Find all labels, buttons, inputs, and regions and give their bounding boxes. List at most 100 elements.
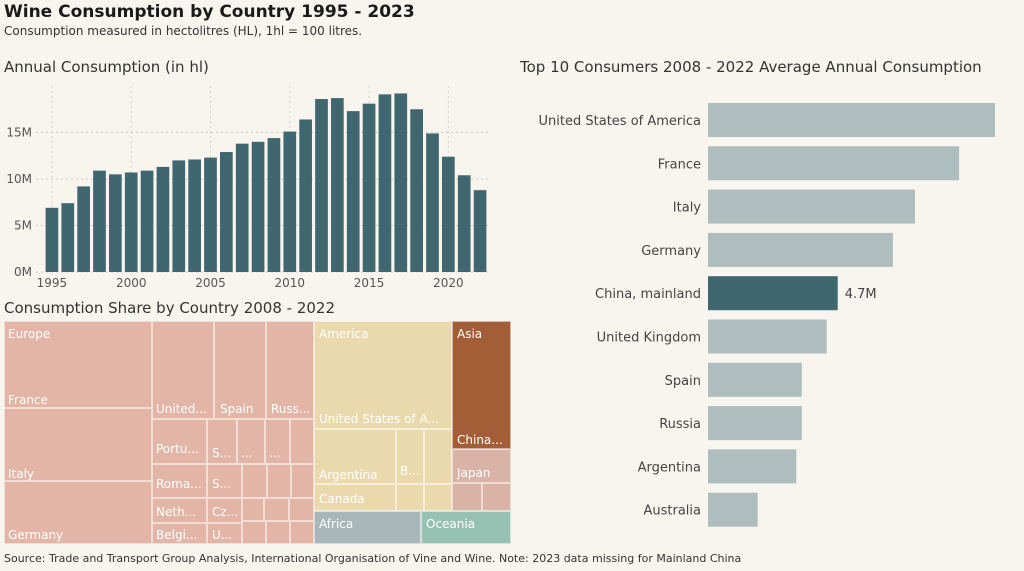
category-label: Argentina	[638, 460, 701, 475]
treemap-cell-america-other3[interactable]	[424, 484, 452, 511]
bar-2019	[426, 133, 439, 272]
treemap-cell-spain[interactable]: Spain	[214, 321, 266, 419]
page-subtitle: Consumption measured in hectolitres (HL)…	[4, 24, 363, 38]
category-label: Australia	[643, 504, 701, 519]
treemap-cell-asia[interactable]: Asia China...	[452, 321, 511, 449]
treemap-cell-romania[interactable]: Roma...	[152, 464, 207, 498]
x-tick-label: 2020	[433, 276, 464, 290]
treemap-label-u: U...	[212, 528, 233, 542]
y-tick-label: 15M	[6, 126, 32, 140]
treemap-cell-belgium[interactable]: Belgi...	[152, 523, 207, 544]
source-note: Source: Trade and Transport Group Analys…	[4, 552, 742, 565]
bar-2021	[457, 175, 471, 272]
bar-russia	[708, 406, 802, 441]
x-tick-label: 2015	[354, 276, 385, 290]
treemap-label-germany: Germany	[8, 528, 64, 542]
treemap-label-czechia: Cz...	[212, 505, 239, 519]
treemap-cell-asia-other[interactable]	[452, 483, 482, 511]
treemap-cell-america-other[interactable]	[424, 429, 452, 484]
treemap-cell-u[interactable]: U...	[207, 523, 242, 544]
treemap-label-italy: Italy	[8, 467, 35, 481]
treemap-cell-asia-other2[interactable]	[482, 483, 511, 511]
treemap-cell-other7[interactable]	[242, 498, 264, 521]
bar-2013	[331, 98, 344, 272]
treemap-cell-netherlands[interactable]: Neth...	[152, 498, 207, 523]
treemap-cell-other2[interactable]: ...	[265, 419, 290, 464]
treemap-cell-russia[interactable]: Russ...	[266, 321, 314, 419]
bar-2016	[378, 94, 392, 273]
treemap-cell-other5[interactable]	[267, 464, 291, 498]
bar-1996	[61, 203, 75, 272]
treemap-cell-italy[interactable]: Italy	[4, 467, 152, 544]
annual-consumption-chart: 0M 5M 10M 15M 1995 2000 2005 2010 2015 2020	[6, 86, 490, 290]
bar-2000	[124, 172, 138, 272]
treemap-cell-other12[interactable]	[290, 521, 314, 544]
treemap-label-argentina: Argentina	[319, 468, 378, 482]
bar-france	[708, 146, 960, 181]
treemap-cell-japan[interactable]: Japan	[452, 449, 511, 483]
treemap-cell-other6[interactable]	[291, 464, 314, 498]
bar-2022	[473, 190, 487, 272]
y-tick-label: 0M	[14, 265, 32, 279]
treemap-label-brazil: B...	[400, 464, 420, 478]
treemap-label-oceania: Oceania	[426, 517, 476, 531]
treemap-cell-brazil[interactable]: B...	[396, 429, 424, 484]
treemap-label-s1: S...	[212, 446, 232, 460]
treemap-label-africa: Africa	[319, 517, 354, 531]
treemap-label-canada: Canada	[319, 492, 365, 506]
treemap-cell-other8[interactable]	[264, 498, 289, 521]
treemap-label-united-kingdom: United...	[156, 402, 207, 416]
bar-2020	[442, 156, 455, 272]
treemap-cell-canada[interactable]: Canada	[314, 484, 396, 511]
treemap-cell-other3[interactable]	[290, 419, 314, 464]
treemap-cell-other1[interactable]: ...	[237, 419, 265, 464]
treemap-cell-oceania[interactable]: Oceania	[421, 511, 511, 544]
treemap-label-europe: Europe	[8, 327, 51, 341]
treemap-label-russia: Russ...	[271, 402, 311, 416]
bar-2002	[156, 166, 170, 272]
treemap-cell-america[interactable]: America United States of A...	[314, 321, 452, 429]
treemap-label-belgium: Belgi...	[156, 528, 198, 542]
treemap-cell-argentina[interactable]: Argentina	[314, 429, 396, 484]
treemap-cell-france[interactable]: France	[4, 393, 152, 481]
bar-2011	[299, 119, 312, 272]
treemap-label-s2: S...	[212, 477, 232, 491]
top10-chart-title: Top 10 Consumers 2008 - 2022 Average Ann…	[520, 58, 982, 76]
treemap-label-america: America	[319, 327, 369, 341]
x-tick-label: 2010	[275, 276, 306, 290]
bar-2006	[220, 152, 233, 272]
treemap-cell-s1[interactable]: S...	[207, 419, 237, 464]
treemap-cell-other9[interactable]	[289, 498, 314, 521]
treemap-cell-america-other2[interactable]	[396, 484, 424, 511]
treemap-label-asia: Asia	[457, 327, 483, 341]
bar-argentina	[708, 449, 797, 484]
bar-italy	[708, 189, 915, 224]
treemap-cell-portugal[interactable]: Portu...	[152, 419, 207, 464]
bar-1997	[77, 186, 90, 272]
treemap-cell-africa[interactable]: Africa	[314, 511, 421, 544]
bar-2001	[140, 170, 154, 272]
treemap-label-netherlands: Neth...	[156, 505, 197, 519]
treemap-cell-other4[interactable]	[242, 464, 267, 498]
bar-2004	[188, 159, 201, 272]
category-label: Germany	[641, 244, 701, 259]
treemap-cell-europe[interactable]: Europe	[4, 321, 152, 408]
category-label: Italy	[673, 201, 702, 216]
treemap-cell-s2[interactable]: S...	[207, 464, 242, 498]
top10-consumers-chart: United States of America France Italy Germa…	[539, 103, 995, 527]
treemap-label-portugal: Portu...	[156, 442, 199, 456]
treemap-label-france: France	[8, 393, 48, 407]
value-label: 4.7M	[845, 287, 877, 302]
treemap-cell-united-kingdom[interactable]: United...	[152, 321, 214, 419]
treemap-cell-other10[interactable]	[242, 521, 266, 544]
y-tick-label: 5M	[14, 219, 32, 233]
category-label: China, mainland	[595, 287, 701, 302]
bar-australia	[708, 492, 758, 527]
bar-united-states-of-america	[708, 103, 995, 137]
treemap-cell-other11[interactable]	[266, 521, 290, 544]
category-label: Russia	[659, 417, 701, 432]
treemap-label-usa: United States of A...	[319, 412, 439, 426]
treemap-label-other2: ...	[269, 446, 281, 460]
treemap-cell-czechia[interactable]: Cz...	[207, 498, 242, 523]
y-tick-label: 10M	[6, 172, 32, 186]
